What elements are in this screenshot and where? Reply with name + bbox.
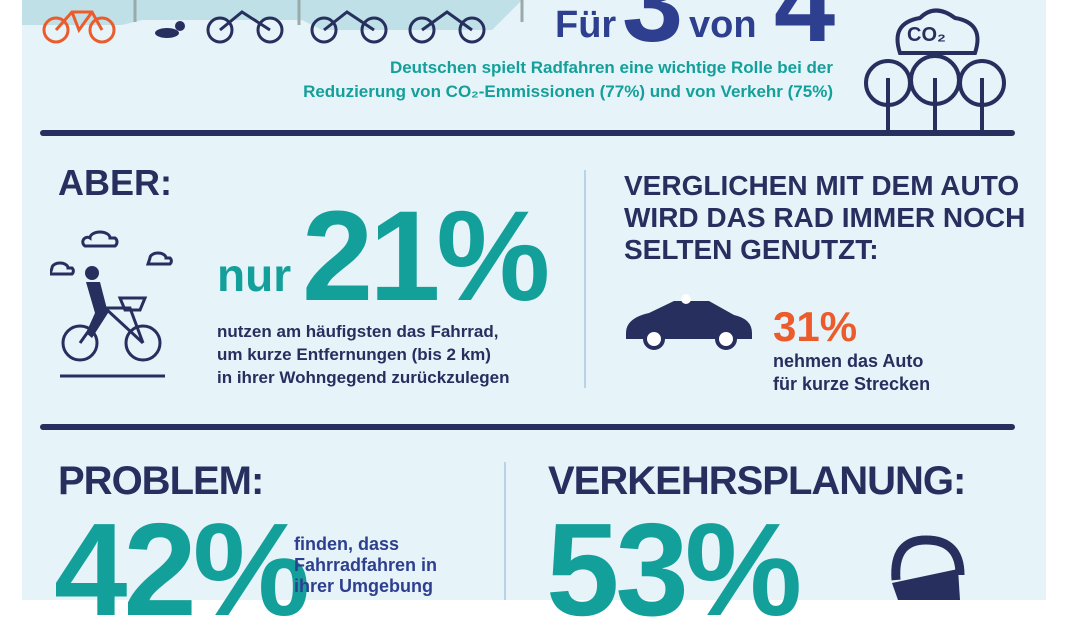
vertical-divider: [504, 462, 506, 600]
subtitle-line: Reduzierung von CO₂-Emmissionen (77%) un…: [303, 82, 833, 101]
problem-text: finden, dass Fahrradfahren in ihrer Umge…: [294, 534, 438, 596]
co2-trees-icon: [864, 8, 1006, 133]
subtitle-line: Deutschen spielt Radfahren eine wichtige…: [389, 58, 833, 77]
problem-percentage: 42%: [54, 496, 310, 643]
auto-percentage: 31%: [773, 303, 858, 350]
bicycle-icon: [42, 10, 116, 44]
aber-heading: ABER:: [58, 162, 172, 203]
problem-heading: PROBLEM:: [58, 459, 264, 503]
nur-label: nur: [217, 249, 292, 301]
fuer-label: Für: [555, 4, 617, 46]
auto-text: nehmen das Auto für kurze Strecken: [773, 351, 931, 394]
aber-text: nutzen am häufigsten das Fahrrad, um kur…: [217, 322, 510, 387]
verkehr-heading: VERKEHRSPLANUNG:: [548, 459, 966, 503]
vertical-divider: [584, 170, 586, 388]
aber-percentage: 21%: [302, 185, 550, 328]
auto-heading: VERGLICHEN MIT DEM AUTO WIRD DAS RAD IMM…: [624, 170, 1026, 265]
cyclist-woman-icon: [50, 230, 173, 378]
cyclists-illustration: [22, 0, 524, 44]
divider: [40, 424, 1015, 430]
helmet-icon: [891, 535, 965, 600]
three-number: 3: [622, 0, 684, 65]
co2-label: CO₂: [907, 24, 946, 46]
verkehr-percentage: 53%: [546, 496, 802, 643]
subtitle: Deutschen spielt Radfahren eine wichtige…: [303, 56, 833, 104]
dog-icon: [155, 21, 185, 38]
four-number: 4: [774, 0, 836, 65]
car-icon: [626, 294, 752, 350]
divider: [40, 130, 1015, 136]
von-label: von: [689, 4, 757, 46]
infographic-panel: Für 3 von 4 Deutschen spielt Radfahren e…: [22, 0, 1046, 643]
